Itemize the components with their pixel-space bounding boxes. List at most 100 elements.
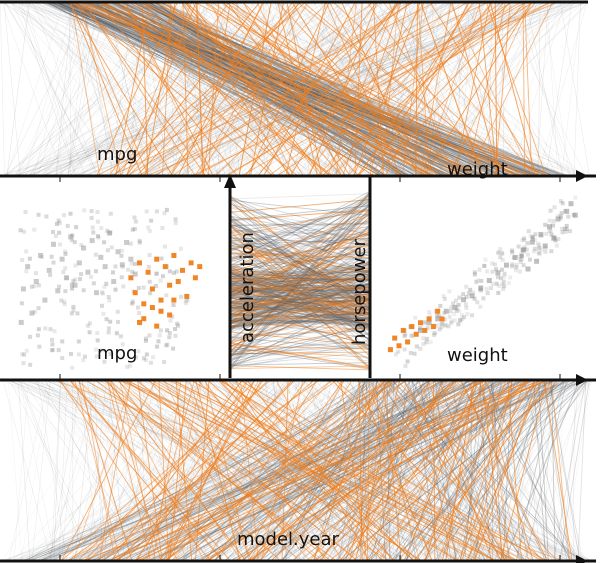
parallel-line-middle (229, 199, 371, 216)
parallel-line-bottom (199, 379, 455, 562)
parallel-line-middle (229, 340, 371, 353)
parallel-line-middle (229, 278, 371, 283)
scatter-point (167, 335, 172, 340)
parallel-line-top (15, 1, 118, 177)
scatter-point (90, 225, 95, 230)
parallel-line-middle (229, 208, 371, 237)
parallel-line-top (67, 1, 104, 177)
parallel-line-middle (229, 201, 371, 344)
parallel-line-bottom (287, 379, 431, 562)
parallel-line-bottom (551, 379, 555, 562)
parallel-line-top-highlight (153, 1, 469, 177)
parallel-line-top (246, 1, 447, 177)
parallel-line-middle (229, 322, 371, 325)
parallel-line-top-highlight (80, 1, 534, 177)
parallel-line-middle (229, 224, 371, 364)
parallel-line-top-highlight (478, 1, 498, 177)
parallel-line-bottom (389, 379, 588, 562)
parallel-line-bottom (224, 379, 456, 562)
scatter-point (130, 269, 135, 274)
parallel-line-middle (229, 262, 371, 330)
scatter-point (443, 308, 449, 314)
parallel-line-top-highlight (83, 1, 196, 177)
parallel-line-top (386, 1, 531, 177)
scatter-point (533, 232, 538, 237)
parallel-line-middle (229, 282, 371, 288)
scatter-point (481, 296, 486, 301)
parallel-line-middle (229, 297, 371, 315)
parallel-line-top (15, 1, 99, 177)
scatter-point (396, 343, 402, 349)
parallel-line-bottom-highlight (309, 379, 449, 562)
parallel-line-middle (229, 225, 371, 301)
parallel-line-top (153, 1, 437, 177)
parallel-line-middle (229, 308, 371, 351)
parallel-line-bottom (386, 379, 525, 562)
scatter-point (452, 304, 458, 310)
parallel-line-middle (229, 192, 371, 323)
parallel-line-top-highlight (196, 1, 203, 177)
parallel-line-top (3, 1, 21, 177)
parallel-line-middle (229, 197, 371, 236)
parallel-line-middle (229, 271, 371, 314)
scatter-point (118, 334, 123, 339)
parallel-line-bottom (51, 379, 391, 562)
parallel-line-bottom-highlight (85, 379, 338, 562)
scatter-point (54, 221, 59, 226)
parallel-line-middle (229, 239, 371, 341)
parallel-line-bottom (409, 379, 467, 562)
parallel-line-top (560, 1, 590, 177)
parallel-line-bottom (48, 379, 101, 562)
scatter-point (100, 291, 105, 296)
parallel-line-middle (229, 224, 371, 342)
parallel-line-bottom-highlight (202, 379, 528, 562)
parallel-line-middle (229, 317, 371, 327)
parallel-line-middle (229, 284, 371, 319)
scatter-point (559, 211, 564, 216)
parallel-line-middle (229, 301, 371, 326)
scatter-point (87, 330, 92, 335)
parallel-line-middle (229, 277, 371, 312)
scatter-point (20, 352, 25, 357)
parallel-line-middle (229, 272, 371, 309)
parallel-line-top (101, 1, 484, 177)
parallel-line-bottom-highlight (370, 379, 421, 562)
parallel-line-top (525, 1, 564, 177)
scatter-point (526, 229, 531, 234)
scatter-point (464, 294, 469, 299)
parallel-line-bottom-highlight (240, 379, 259, 562)
parallel-line-bottom (49, 379, 476, 562)
parallel-line-bottom (535, 379, 585, 562)
parallel-line-top (31, 1, 336, 177)
parallel-line-middle (229, 223, 371, 278)
parallel-line-bottom (261, 379, 420, 562)
parallel-line-middle (229, 263, 371, 277)
parallel-line-middle (229, 272, 371, 315)
parallel-line-middle (229, 219, 371, 263)
parallel-line-top (166, 1, 306, 177)
scatter-point (409, 324, 415, 330)
scatter-point (422, 320, 427, 325)
parallel-line-middle (229, 278, 371, 311)
parallel-line-top (66, 1, 122, 177)
parallel-line-bottom (445, 379, 456, 562)
scatter-point (89, 209, 94, 214)
parallel-line-middle (229, 297, 371, 308)
scatter-point (147, 279, 152, 284)
parallel-line-top (49, 1, 503, 177)
scatter-point (61, 270, 66, 275)
parallel-line-top-highlight (524, 1, 533, 177)
parallel-line-top (85, 1, 543, 177)
parallel-line-top (251, 1, 533, 177)
parallel-line-middle (229, 299, 371, 306)
scatter-point (136, 349, 141, 354)
parallel-line-bottom (158, 379, 519, 562)
parallel-line-bottom (24, 379, 291, 562)
parallel-line-bottom (189, 379, 313, 562)
parallel-line-middle (229, 224, 371, 263)
parallel-line-bottom-highlight (219, 379, 389, 562)
parallel-line-bottom (289, 379, 575, 562)
scatter-point (141, 356, 146, 361)
scatter-point (560, 230, 565, 235)
scatter-point (496, 290, 501, 295)
